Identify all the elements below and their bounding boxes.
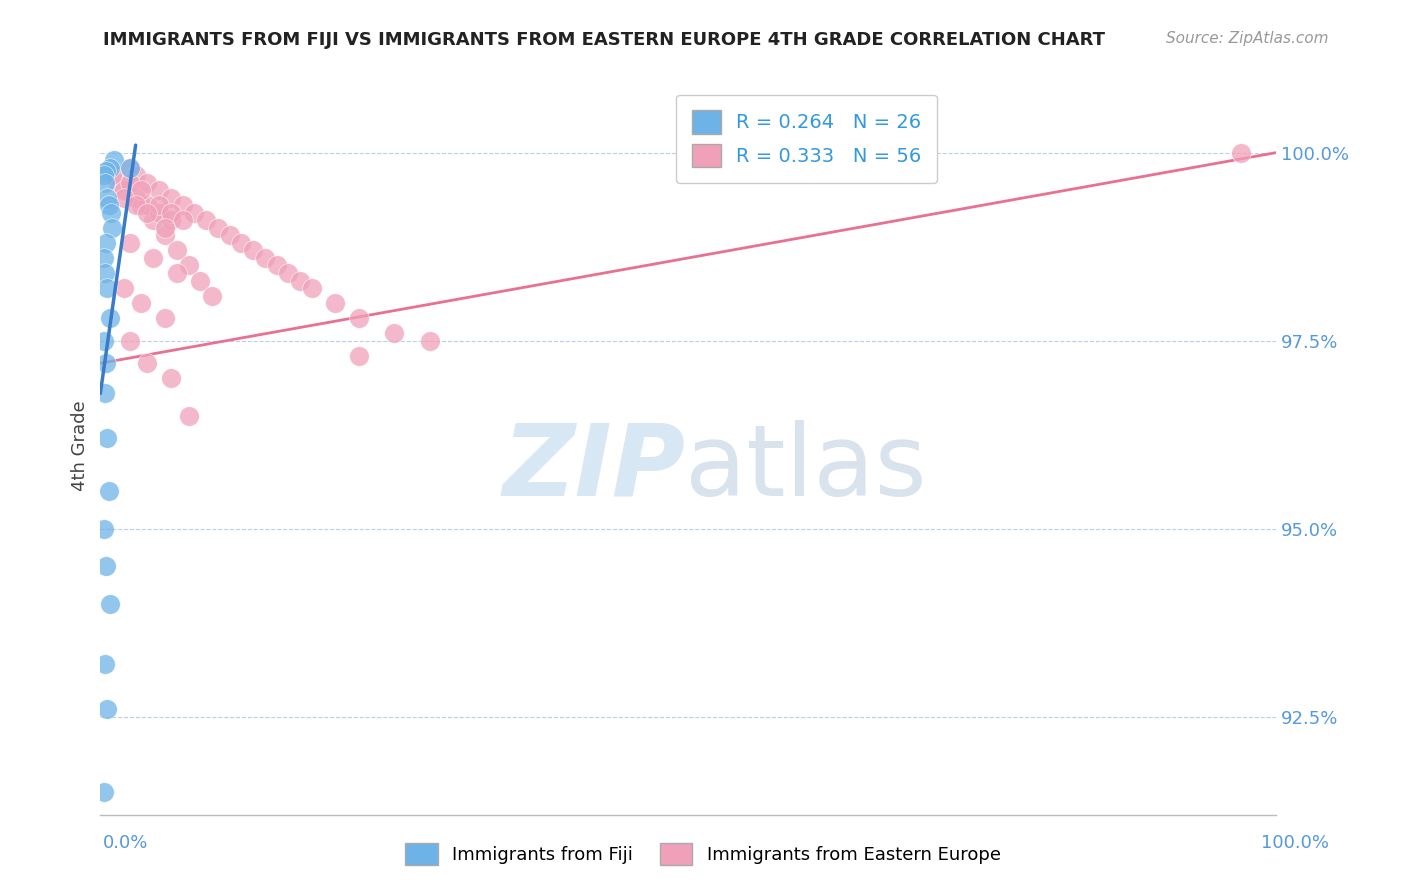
Point xyxy=(97,484,120,499)
Text: 100.0%: 100.0% xyxy=(1261,834,1329,852)
Point xyxy=(124,191,146,205)
Point xyxy=(96,432,118,446)
Point xyxy=(97,198,120,212)
Point xyxy=(96,356,118,370)
Point xyxy=(153,311,176,326)
Point xyxy=(100,206,122,220)
Point xyxy=(136,356,159,370)
Point xyxy=(131,198,153,212)
Point xyxy=(98,311,121,326)
Point xyxy=(131,183,153,197)
Point xyxy=(93,785,115,799)
Point xyxy=(183,206,205,220)
Point xyxy=(160,191,183,205)
Point xyxy=(112,191,135,205)
Point xyxy=(112,281,135,295)
Point xyxy=(136,198,159,212)
Point xyxy=(325,296,347,310)
Point xyxy=(160,371,183,385)
Point xyxy=(131,296,153,310)
Point xyxy=(347,311,370,326)
Point xyxy=(142,251,165,265)
Point xyxy=(96,281,118,295)
Point xyxy=(94,176,117,190)
Point xyxy=(96,702,118,716)
Point xyxy=(201,288,224,302)
Point xyxy=(93,522,115,536)
Point xyxy=(124,198,146,212)
Point xyxy=(172,198,194,212)
Point xyxy=(118,161,141,175)
Point xyxy=(1229,145,1251,160)
Text: IMMIGRANTS FROM FIJI VS IMMIGRANTS FROM EASTERN EUROPE 4TH GRADE CORRELATION CHA: IMMIGRANTS FROM FIJI VS IMMIGRANTS FROM … xyxy=(103,31,1105,49)
Point xyxy=(218,228,240,243)
Point xyxy=(124,168,146,182)
Point xyxy=(277,266,299,280)
Point xyxy=(94,657,117,672)
Point xyxy=(136,176,159,190)
Point xyxy=(118,334,141,348)
Point xyxy=(118,161,141,175)
Point xyxy=(153,220,176,235)
Point xyxy=(112,183,135,197)
Point xyxy=(96,235,118,250)
Point xyxy=(418,334,440,348)
Point xyxy=(347,349,370,363)
Point xyxy=(207,220,229,235)
Point xyxy=(142,213,165,227)
Point xyxy=(177,409,200,423)
Point xyxy=(94,266,117,280)
Point xyxy=(107,176,129,190)
Point xyxy=(166,244,188,258)
Point xyxy=(195,213,218,227)
Point xyxy=(93,251,115,265)
Point xyxy=(153,228,176,243)
Point xyxy=(98,161,121,175)
Point xyxy=(382,326,405,341)
Point xyxy=(96,559,118,574)
Text: Source: ZipAtlas.com: Source: ZipAtlas.com xyxy=(1166,31,1329,46)
Point xyxy=(96,191,118,205)
Point xyxy=(160,206,183,220)
Point xyxy=(160,213,183,227)
Point xyxy=(98,597,121,611)
Text: ZIP: ZIP xyxy=(502,419,686,516)
Point xyxy=(148,206,170,220)
Point xyxy=(166,266,188,280)
Point xyxy=(253,251,276,265)
Point xyxy=(118,235,141,250)
Point xyxy=(101,220,124,235)
Point xyxy=(301,281,323,295)
Point xyxy=(148,183,170,197)
Point xyxy=(148,198,170,212)
Point xyxy=(242,244,264,258)
Point xyxy=(266,259,288,273)
Text: 0.0%: 0.0% xyxy=(103,834,148,852)
Point xyxy=(172,213,194,227)
Point xyxy=(101,168,124,182)
Point xyxy=(93,334,115,348)
Point xyxy=(188,273,211,287)
Point xyxy=(96,164,118,178)
Point xyxy=(136,206,159,220)
Point xyxy=(118,176,141,190)
Legend: Immigrants from Fiji, Immigrants from Eastern Europe: Immigrants from Fiji, Immigrants from Ea… xyxy=(398,836,1008,872)
Point xyxy=(103,153,125,168)
Point xyxy=(94,386,117,401)
Point xyxy=(93,168,115,182)
Legend: R = 0.264   N = 26, R = 0.333   N = 56: R = 0.264 N = 26, R = 0.333 N = 56 xyxy=(676,95,936,183)
Point xyxy=(231,235,253,250)
Y-axis label: 4th Grade: 4th Grade xyxy=(72,401,89,491)
Text: atlas: atlas xyxy=(685,419,927,516)
Point xyxy=(177,259,200,273)
Point xyxy=(290,273,312,287)
